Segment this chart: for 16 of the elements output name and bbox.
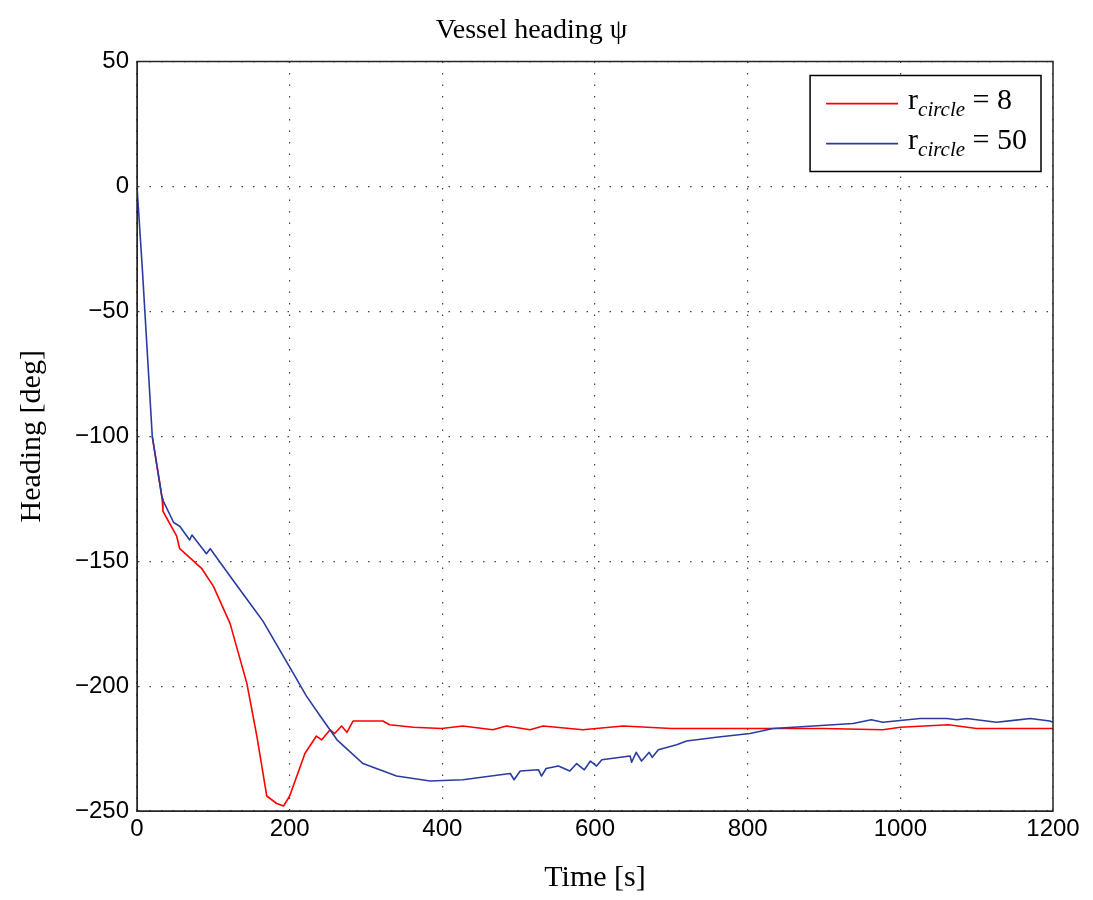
x-tick-label: 200 (269, 814, 310, 842)
y-tick-label: −250 (74, 795, 129, 823)
x-axis-title: Time [s] (544, 858, 646, 892)
y-tick-label: 0 (115, 171, 129, 199)
x-tick-label: 1200 (1026, 814, 1080, 842)
x-tick-label: 600 (574, 814, 616, 842)
y-tick-label: 50 (102, 46, 129, 74)
y-tick-label: −200 (74, 670, 129, 698)
y-tick-label: −100 (74, 420, 129, 448)
x-tick-label: 400 (422, 814, 463, 842)
chart-title: Vessel heading ψ (435, 13, 628, 45)
x-tick-label: 1000 (873, 814, 928, 842)
y-tick-label: −50 (88, 296, 129, 324)
x-tick-label: 800 (727, 814, 768, 842)
y-axis-title: Heading [deg] (12, 350, 46, 523)
y-tick-label: −150 (74, 545, 129, 573)
